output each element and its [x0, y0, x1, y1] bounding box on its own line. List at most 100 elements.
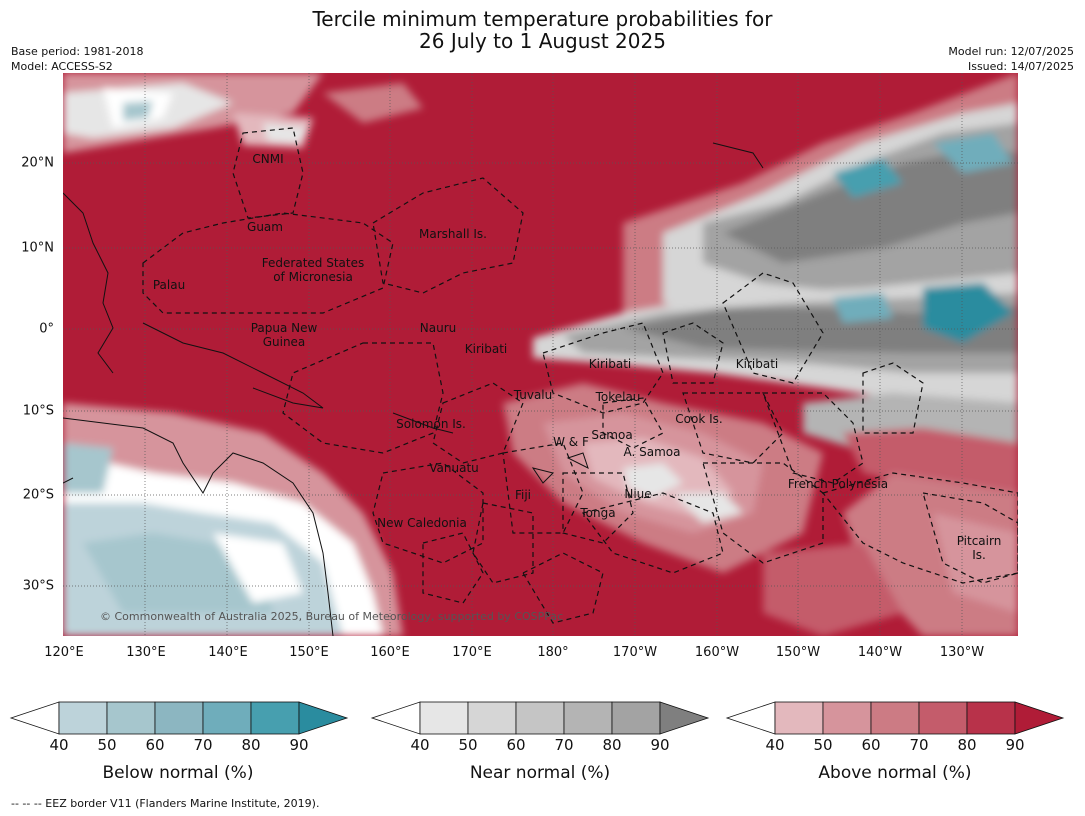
- lon-tick: 120°E: [44, 645, 84, 660]
- region-label: Tonga: [580, 506, 616, 520]
- lon-tick: 140°W: [857, 645, 903, 660]
- region-label: Federated States of Micronesia: [261, 256, 365, 284]
- region-label: A. Samoa: [623, 445, 681, 459]
- colorbar-tick-label: 90: [289, 736, 309, 754]
- issued-text: Issued: 14/07/2025: [967, 60, 1074, 73]
- probability-map: CNMI Guam Marshall Is. Federated States …: [63, 73, 1018, 636]
- lat-tick: 30°S: [22, 578, 54, 594]
- colorbar-swatch: [467, 701, 517, 735]
- colorbar-swatch: [106, 701, 156, 735]
- colorbar-swatch: [154, 701, 204, 735]
- title-line-1: Tercile minimum temperature probabilitie…: [312, 7, 773, 31]
- graticule: [63, 73, 1018, 636]
- region-label: New Caledonia: [377, 516, 467, 530]
- lon-tick: 150°E: [289, 645, 329, 660]
- colorbar-swatch: [202, 701, 252, 735]
- region-label: Kiribati: [735, 357, 779, 371]
- lon-tick: 150°W: [775, 645, 821, 660]
- meta-left: Base period: 1981-2018 Model: ACCESS-S2: [11, 44, 143, 74]
- region-label: French Polynesia: [787, 477, 889, 491]
- region-label: Samoa: [591, 428, 633, 442]
- lat-tick: 10°N: [21, 240, 54, 256]
- model-text: Model: ACCESS-S2: [11, 60, 113, 73]
- colorbar-swatch: [870, 701, 920, 735]
- region-label: Palau: [152, 278, 186, 292]
- colorbar-swatch: [966, 701, 1016, 735]
- lon-tick: 160°W: [694, 645, 740, 660]
- colorbar-extend-low: [9, 701, 60, 735]
- region-label: Pitcairn Is.: [956, 534, 1002, 562]
- colorbar-extend-high: [659, 701, 710, 735]
- colorbar-tick-label: 70: [909, 736, 929, 754]
- colorbar-swatch: [58, 701, 108, 735]
- meta-right: Model run: 12/07/2025 Issued: 14/07/2025: [948, 44, 1074, 74]
- colorbar-tick-label: 40: [765, 736, 785, 754]
- model-run-text: Model run: 12/07/2025: [948, 45, 1074, 58]
- colorbar-tick-label: 90: [650, 736, 670, 754]
- region-label: Tokelau: [595, 390, 641, 404]
- region-label: Cook Is.: [675, 412, 723, 426]
- colorbar-extend-low: [725, 701, 776, 735]
- colorbar-tick-label: 50: [458, 736, 478, 754]
- colorbar-swatch: [250, 701, 300, 735]
- region-label: Nauru: [419, 321, 457, 335]
- copyright-text: © Commonwealth of Australia 2025, Bureau…: [100, 610, 564, 623]
- colorbar-tick-label: 40: [49, 736, 69, 754]
- lat-tick: 20°S: [22, 487, 54, 503]
- colorbar-legend: [9, 701, 1065, 735]
- colorbar-tick-label: 50: [97, 736, 117, 754]
- title-line-2: 26 July to 1 August 2025: [419, 29, 666, 53]
- colorbar-swatch: [419, 701, 469, 735]
- colorbar-tick-label: 60: [861, 736, 881, 754]
- colorbar-tick-label: 60: [145, 736, 165, 754]
- lon-tick: 140°E: [208, 645, 248, 660]
- region-label: Solomon Is.: [396, 417, 466, 431]
- map-title: Tercile minimum temperature probabilitie…: [0, 8, 1085, 52]
- coastlines: [63, 142, 764, 636]
- region-label: Fiji: [514, 488, 532, 502]
- region-label: Niue: [624, 487, 652, 501]
- lat-tick: 0°: [39, 321, 54, 337]
- colorbar-extend-low: [370, 701, 421, 735]
- colorbar-tick-label: 40: [410, 736, 430, 754]
- colorbar-label-above: Above normal (%): [818, 763, 972, 783]
- colorbar-extend-high: [1014, 701, 1065, 735]
- region-label: Kiribati: [588, 357, 632, 371]
- region-label: Papua New Guinea: [250, 321, 318, 349]
- region-label: CNMI: [252, 152, 284, 166]
- map-canvas: [63, 73, 1018, 636]
- region-label: Marshall Is.: [419, 227, 487, 241]
- colorbar-tick-label: 70: [554, 736, 574, 754]
- colorbar-label-below: Below normal (%): [102, 763, 254, 783]
- lon-tick: 130°W: [939, 645, 985, 660]
- colorbar-swatch: [822, 701, 872, 735]
- lat-tick: 10°S: [22, 403, 54, 419]
- colorbar-label-near: Near normal (%): [469, 763, 611, 783]
- eez-borders: [142, 127, 1018, 624]
- region-label: W & F: [553, 435, 589, 449]
- colorbar-tick-label: 50: [813, 736, 833, 754]
- colorbar-tick-label: 80: [957, 736, 977, 754]
- colorbar-swatch: [515, 701, 565, 735]
- lat-tick: 20°N: [21, 155, 54, 171]
- region-label: Tuvalu: [513, 388, 553, 402]
- colorbar-tick-label: 60: [506, 736, 526, 754]
- base-period-text: Base period: 1981-2018: [11, 45, 144, 58]
- colorbar-tick-label: 90: [1005, 736, 1025, 754]
- colorbar-extend-high: [298, 701, 349, 735]
- region-label: Guam: [247, 220, 283, 234]
- colorbar-tick-label: 70: [193, 736, 213, 754]
- lon-tick: 130°E: [126, 645, 166, 660]
- colorbar-swatch: [611, 701, 661, 735]
- eez-footnote: -- -- -- EEZ border V11 (Flanders Marine…: [11, 797, 320, 810]
- colorbar-swatch: [774, 701, 824, 735]
- colorbar-tick-label: 80: [241, 736, 261, 754]
- lon-tick: 180°: [537, 645, 569, 660]
- colorbar-tick-label: 80: [602, 736, 622, 754]
- region-label: Kiribati: [464, 342, 508, 356]
- colorbar-swatch: [918, 701, 968, 735]
- colorbar-swatch: [563, 701, 613, 735]
- lon-tick: 160°E: [370, 645, 410, 660]
- region-label: Vanuatu: [429, 461, 479, 475]
- probability-field: [63, 73, 1018, 636]
